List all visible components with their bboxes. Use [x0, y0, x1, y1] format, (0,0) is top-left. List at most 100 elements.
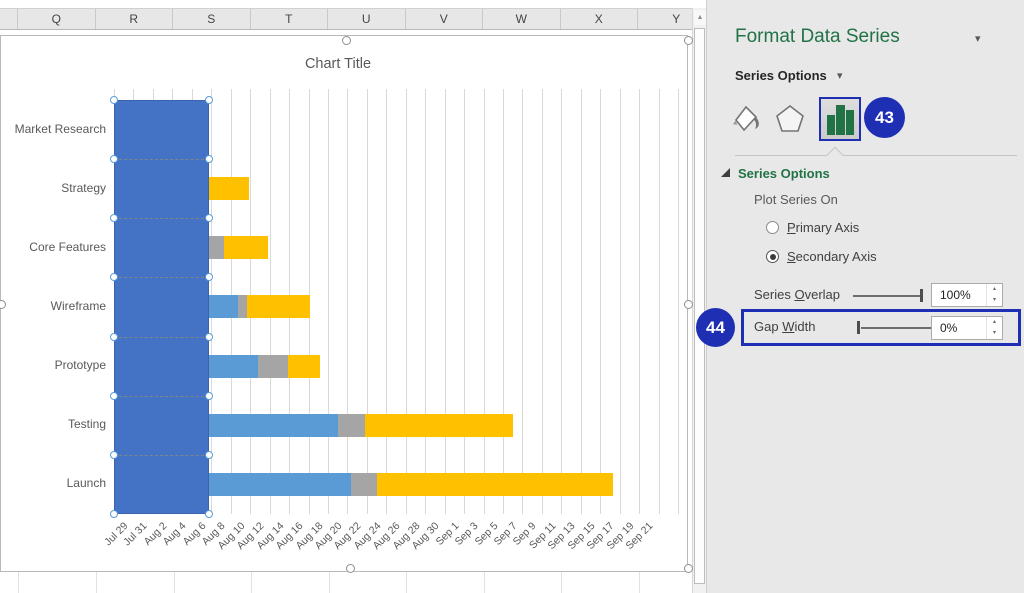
chart-frame-handle[interactable] — [0, 300, 6, 309]
spinner[interactable]: ▴ ▾ — [986, 284, 1002, 306]
paint-bucket-icon — [733, 105, 759, 132]
series-selection-handle[interactable] — [205, 214, 213, 223]
pane-menu-caret-icon[interactable]: ▾ — [975, 33, 981, 45]
step-badge-43: 43 — [864, 97, 905, 138]
spin-up-icon[interactable]: ▴ — [992, 286, 996, 292]
series-selection-handle[interactable] — [205, 155, 213, 164]
series-selection-handle[interactable] — [205, 332, 213, 341]
series-overlap-label: Series Overlap — [754, 287, 841, 302]
effects-tab[interactable] — [773, 100, 807, 138]
scroll-up-arrow-icon[interactable]: ▲ — [694, 10, 706, 25]
column-header-Q[interactable]: Q — [18, 9, 96, 29]
bar-segment-phase-yellow[interactable] — [209, 177, 249, 201]
series-selection-handle[interactable] — [110, 155, 118, 164]
gap-width-highlight-outline — [741, 309, 1021, 346]
series-selection-handle[interactable] — [110, 214, 118, 223]
series-selection-handle[interactable] — [110, 450, 118, 459]
series-options-dropdown[interactable]: Series Options — [735, 68, 827, 83]
bar-segment-phase-light-blue[interactable] — [209, 354, 258, 378]
chart-frame-handle[interactable] — [346, 564, 355, 573]
gridline — [444, 89, 446, 514]
sheet-gridline — [251, 572, 252, 593]
pane-title: Format Data Series — [735, 26, 900, 47]
radio-selected-icon[interactable] — [766, 250, 779, 263]
collapse-triangle-icon[interactable] — [721, 168, 730, 177]
series-overlap-input[interactable]: 100% ▴ ▾ — [931, 283, 1003, 307]
column-header-W[interactable]: W — [483, 9, 561, 29]
fill-line-tab[interactable] — [729, 100, 763, 138]
bar-segment-phase-yellow[interactable] — [365, 413, 513, 437]
chart-frame-handle[interactable] — [684, 36, 693, 45]
vertical-scrollbar[interactable]: ▲ — [692, 8, 706, 593]
scrollbar-thumb[interactable] — [694, 28, 705, 584]
chart-frame-handle[interactable] — [684, 300, 693, 309]
chart-frame-handle[interactable] — [684, 564, 693, 573]
secondary-axis-radio[interactable]: Secondary Axis — [766, 249, 877, 264]
radio-unselected-icon[interactable] — [766, 221, 779, 234]
gridline — [327, 89, 329, 514]
column-header-X[interactable]: X — [561, 9, 638, 29]
row-header-stub — [0, 9, 18, 29]
series-selection-handle[interactable] — [205, 273, 213, 282]
bar-divider — [114, 336, 209, 338]
bar-segment-phase-light-blue[interactable] — [209, 413, 338, 437]
series-selection-handle[interactable] — [205, 391, 213, 400]
bar-segment-phase-yellow[interactable] — [247, 295, 310, 319]
series-selection-handle[interactable] — [110, 332, 118, 341]
chart-frame-handle[interactable] — [342, 36, 351, 45]
gridline — [619, 89, 621, 514]
series-selection-handle[interactable] — [205, 509, 213, 518]
selected-series-bars[interactable] — [114, 100, 209, 514]
series-overlap-slider[interactable] — [853, 287, 925, 303]
chart-frame[interactable]: Chart Title Market Research Strategy Core … — [0, 35, 693, 573]
bar-segment-phase-yellow[interactable] — [288, 354, 320, 378]
spinner[interactable]: ▴ ▾ — [986, 317, 1002, 339]
bar-segment-phase-gray[interactable] — [351, 472, 377, 496]
series-options-section-header[interactable]: Series Options — [738, 166, 830, 181]
series-selection-handle[interactable] — [110, 96, 118, 104]
divider — [735, 155, 1017, 156]
chevron-down-icon[interactable]: ▾ — [837, 70, 843, 82]
primary-axis-radio[interactable]: Primary Axis — [766, 220, 859, 235]
bar-segment-phase-gray[interactable] — [338, 413, 365, 437]
sheet-gridline — [483, 572, 485, 593]
bar-segment-phase-gray[interactable] — [258, 354, 288, 378]
bar-segment-phase-yellow[interactable] — [377, 472, 613, 496]
category-label: Launch — [66, 476, 106, 491]
bar-segment-phase-light-blue[interactable] — [209, 295, 238, 319]
spin-down-icon[interactable]: ▾ — [992, 297, 996, 303]
bar-segment-phase-light-blue[interactable] — [209, 472, 351, 496]
column-header-U[interactable]: U — [328, 9, 406, 29]
bar-segment-phase-gray[interactable] — [209, 236, 224, 260]
series-options-tab-selected[interactable] — [819, 97, 861, 141]
column-header-V[interactable]: V — [406, 9, 483, 29]
chart-title[interactable]: Chart Title — [304, 56, 372, 72]
gridline — [425, 89, 427, 514]
spin-up-icon[interactable]: ▴ — [992, 319, 996, 325]
bar-segment-phase-gray[interactable] — [238, 295, 247, 319]
gridline — [386, 89, 388, 514]
series-selection-handle[interactable] — [205, 450, 213, 459]
gridline — [483, 89, 485, 514]
bar-segment-phase-yellow[interactable] — [224, 236, 268, 260]
gap-width-input[interactable]: 0% ▴ ▾ — [931, 316, 1003, 340]
spin-down-icon[interactable]: ▾ — [992, 330, 996, 336]
plot-area[interactable] — [110, 89, 681, 518]
column-header-S[interactable]: S — [173, 9, 251, 29]
series-selection-handle[interactable] — [110, 509, 118, 518]
series-selection-handle[interactable] — [110, 273, 118, 282]
bar-divider — [114, 218, 209, 220]
slider-handle[interactable] — [857, 321, 860, 334]
gap-width-slider[interactable] — [857, 319, 931, 335]
slider-handle[interactable] — [920, 289, 923, 302]
gridline — [366, 89, 368, 514]
column-header-T[interactable]: T — [251, 9, 328, 29]
gridline — [522, 89, 524, 514]
gridline — [405, 89, 407, 514]
series-selection-handle[interactable] — [205, 96, 213, 104]
series-selection-handle[interactable] — [110, 391, 118, 400]
column-header-R[interactable]: R — [96, 9, 173, 29]
